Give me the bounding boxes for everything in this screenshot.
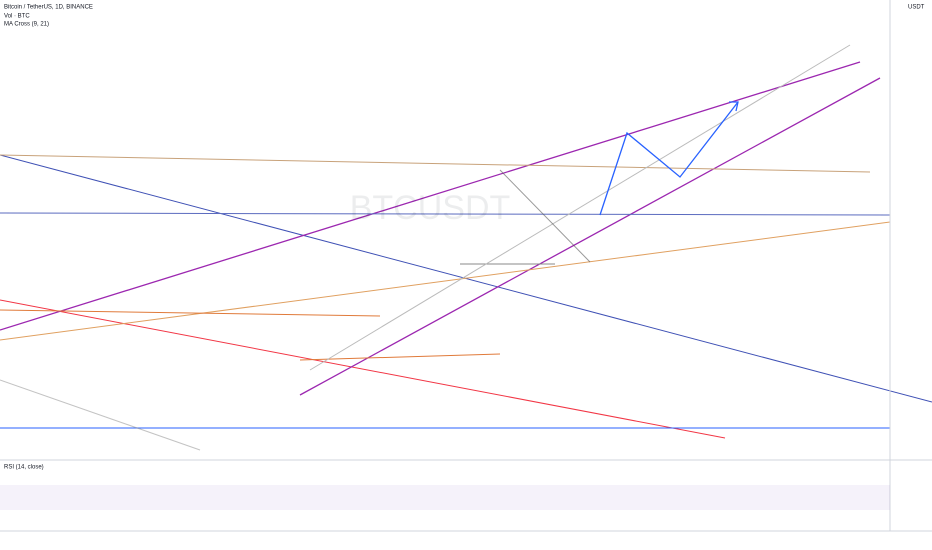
trend-line bbox=[0, 309, 381, 317]
trend-line bbox=[0, 212, 891, 216]
indicator-title: MA Cross (9, 21) bbox=[4, 22, 49, 28]
channel-line bbox=[0, 61, 861, 331]
trend-line bbox=[0, 379, 201, 451]
trend-line bbox=[0, 299, 726, 439]
trend-line bbox=[0, 154, 871, 173]
trend-line bbox=[309, 44, 851, 371]
rsi-title: RSI (14, close) bbox=[4, 465, 44, 471]
volume-title: Vol · BTC bbox=[4, 14, 30, 20]
projection-path bbox=[599, 101, 739, 216]
channel-line bbox=[299, 77, 881, 396]
trend-line bbox=[0, 221, 891, 341]
trend-line bbox=[499, 169, 591, 263]
watermark: BTCUSDT bbox=[350, 189, 511, 227]
trend-line bbox=[299, 353, 501, 361]
rsi-band bbox=[0, 485, 890, 510]
drawings bbox=[0, 44, 932, 451]
arrow-head bbox=[729, 101, 739, 112]
chart-title: Bitcoin / TetherUS, 1D, BINANCE bbox=[4, 5, 93, 11]
price-unit: USDT bbox=[908, 5, 925, 11]
